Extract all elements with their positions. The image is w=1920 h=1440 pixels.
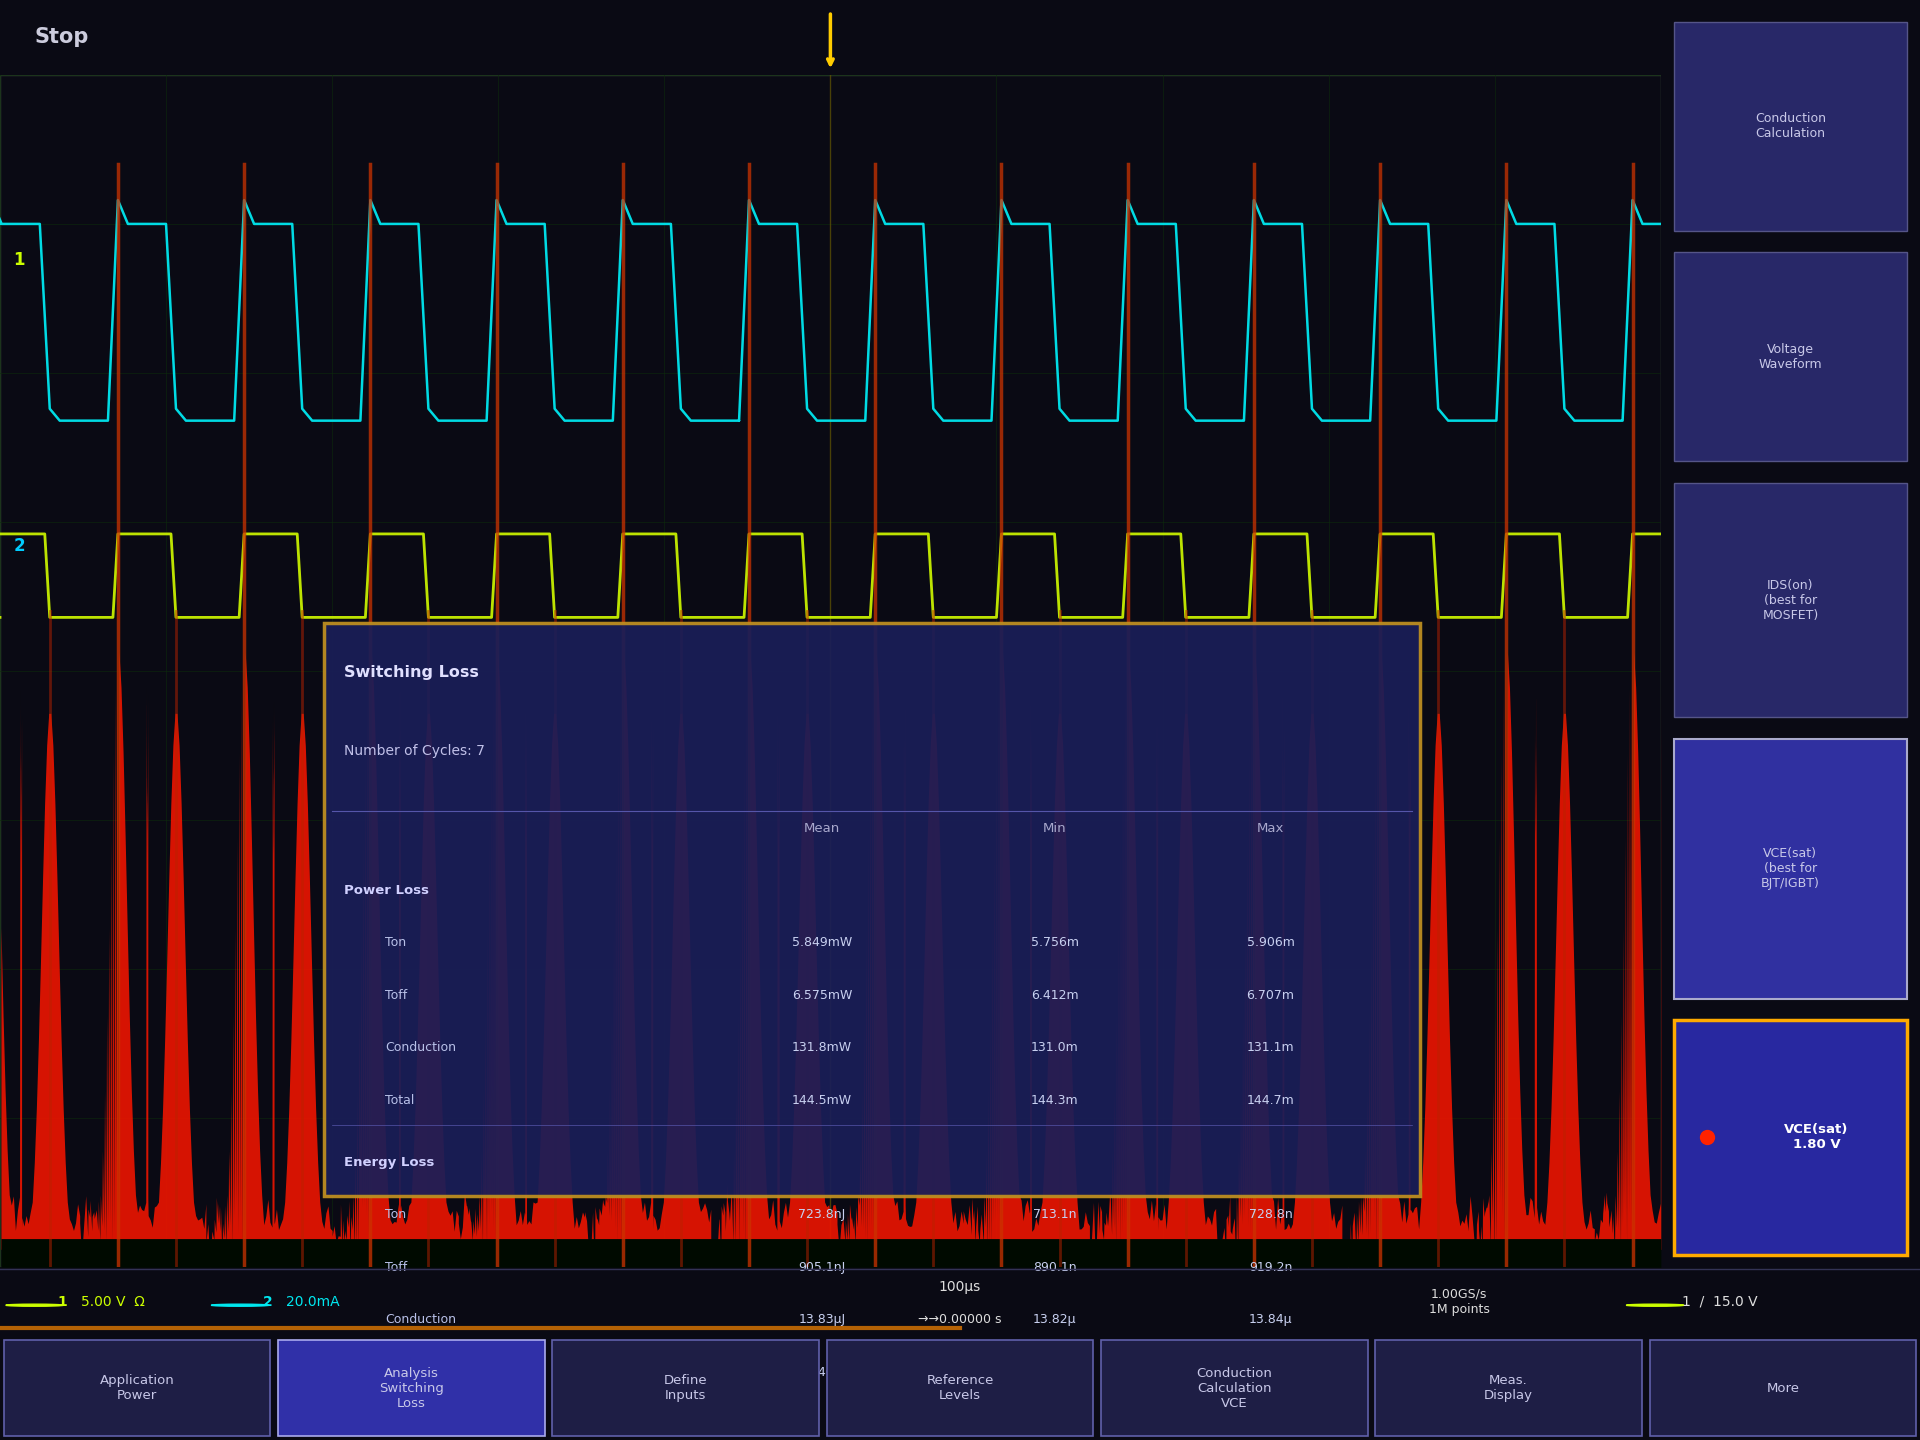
FancyBboxPatch shape xyxy=(324,624,1421,1195)
Text: Conduction
Calculation: Conduction Calculation xyxy=(1755,112,1826,140)
Text: Reference
Levels: Reference Levels xyxy=(925,1374,995,1403)
FancyBboxPatch shape xyxy=(1375,1341,1642,1436)
Text: 131.8mW: 131.8mW xyxy=(793,1041,852,1054)
Text: VCE(sat)
1.80 V: VCE(sat) 1.80 V xyxy=(1784,1123,1849,1152)
Text: Toff: Toff xyxy=(386,1261,407,1274)
Text: 20.0mA: 20.0mA xyxy=(286,1295,340,1309)
FancyBboxPatch shape xyxy=(1649,1341,1916,1436)
Text: 905.1nJ: 905.1nJ xyxy=(799,1261,845,1274)
Text: Number of Cycles: 7: Number of Cycles: 7 xyxy=(344,743,484,757)
Text: Define
Inputs: Define Inputs xyxy=(664,1374,708,1403)
Text: Conduction
Calculation
VCE: Conduction Calculation VCE xyxy=(1196,1367,1273,1410)
FancyBboxPatch shape xyxy=(1100,1341,1367,1436)
Text: Mean: Mean xyxy=(804,822,841,835)
Text: 13.83μJ: 13.83μJ xyxy=(799,1313,845,1326)
Text: Max: Max xyxy=(1258,822,1284,835)
Text: 1: 1 xyxy=(58,1295,67,1309)
FancyBboxPatch shape xyxy=(1674,739,1907,998)
Circle shape xyxy=(6,1305,63,1306)
Text: 15.49μ: 15.49μ xyxy=(1248,1365,1292,1378)
Text: Energy Loss: Energy Loss xyxy=(344,1156,434,1169)
Text: Ton: Ton xyxy=(386,936,407,949)
Text: Switching Loss: Switching Loss xyxy=(344,665,478,680)
Text: 144.3m: 144.3m xyxy=(1031,1094,1079,1107)
Text: 100μs: 100μs xyxy=(939,1280,981,1293)
Text: 728.8n: 728.8n xyxy=(1248,1208,1292,1221)
Text: 131.0m: 131.0m xyxy=(1031,1041,1079,1054)
Text: 1: 1 xyxy=(13,251,25,269)
Text: 6.412m: 6.412m xyxy=(1031,989,1079,1002)
Circle shape xyxy=(1626,1305,1684,1306)
Text: 13.82μ: 13.82μ xyxy=(1033,1313,1077,1326)
Text: IDS(on)
(best for
MOSFET): IDS(on) (best for MOSFET) xyxy=(1763,579,1818,622)
Text: 5.849mW: 5.849mW xyxy=(791,936,852,949)
Text: 890.1n: 890.1n xyxy=(1033,1261,1077,1274)
FancyBboxPatch shape xyxy=(553,1341,820,1436)
Text: 6.575mW: 6.575mW xyxy=(791,989,852,1002)
FancyBboxPatch shape xyxy=(1674,22,1907,230)
FancyBboxPatch shape xyxy=(278,1341,545,1436)
FancyBboxPatch shape xyxy=(1674,1020,1907,1254)
Circle shape xyxy=(211,1305,269,1306)
Text: 5.756m: 5.756m xyxy=(1031,936,1079,949)
Text: 723.8nJ: 723.8nJ xyxy=(799,1208,845,1221)
Text: Conduction: Conduction xyxy=(386,1313,457,1326)
Text: Power Loss: Power Loss xyxy=(344,884,428,897)
Text: 144.5mW: 144.5mW xyxy=(793,1094,852,1107)
Text: More: More xyxy=(1766,1381,1799,1395)
Text: →→0.00000 s: →→0.00000 s xyxy=(918,1312,1002,1326)
FancyBboxPatch shape xyxy=(1674,252,1907,461)
Text: Ton: Ton xyxy=(386,1208,407,1221)
Text: 6.707m: 6.707m xyxy=(1246,989,1294,1002)
Text: Meas.
Display: Meas. Display xyxy=(1484,1374,1532,1403)
FancyBboxPatch shape xyxy=(828,1341,1092,1436)
Text: 2: 2 xyxy=(13,537,25,554)
Text: 5.906m: 5.906m xyxy=(1246,936,1294,949)
Text: Analysis
Switching
Loss: Analysis Switching Loss xyxy=(378,1367,444,1410)
Text: 13.84μ: 13.84μ xyxy=(1248,1313,1292,1326)
FancyBboxPatch shape xyxy=(4,1341,271,1436)
Text: 1.00GS/s
1M points: 1.00GS/s 1M points xyxy=(1428,1287,1490,1316)
Text: Min: Min xyxy=(1043,822,1066,835)
Text: 5.00 V  Ω: 5.00 V Ω xyxy=(81,1295,144,1309)
Text: Stop: Stop xyxy=(35,27,88,48)
Text: Application
Power: Application Power xyxy=(100,1374,175,1403)
Text: 144.7m: 144.7m xyxy=(1246,1094,1294,1107)
Text: Total: Total xyxy=(386,1094,415,1107)
Text: 131.1m: 131.1m xyxy=(1246,1041,1294,1054)
Text: 919.2n: 919.2n xyxy=(1248,1261,1292,1274)
Text: 1  /  15.0 V: 1 / 15.0 V xyxy=(1682,1295,1757,1309)
FancyBboxPatch shape xyxy=(1674,482,1907,717)
Text: Voltage
Waveform: Voltage Waveform xyxy=(1759,343,1822,370)
Text: Conduction: Conduction xyxy=(386,1041,457,1054)
Text: 713.1n: 713.1n xyxy=(1033,1208,1077,1221)
Text: VCE(sat)
(best for
BJT/IGBT): VCE(sat) (best for BJT/IGBT) xyxy=(1761,847,1820,890)
Text: 15.46μJ: 15.46μJ xyxy=(799,1365,845,1378)
Text: 15.44μ: 15.44μ xyxy=(1033,1365,1077,1378)
Text: Toff: Toff xyxy=(386,989,407,1002)
Text: 2: 2 xyxy=(263,1295,273,1309)
Text: Total: Total xyxy=(386,1365,415,1378)
